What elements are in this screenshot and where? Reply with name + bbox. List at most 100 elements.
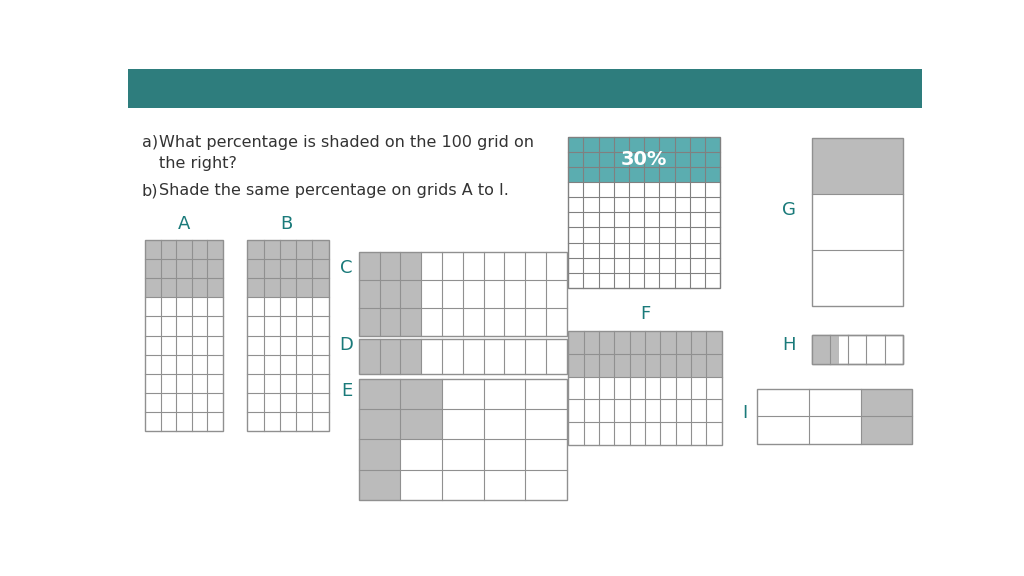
Bar <box>248 240 329 431</box>
Bar <box>812 138 903 194</box>
Bar <box>690 167 705 182</box>
Bar <box>312 259 329 278</box>
Bar <box>191 240 207 259</box>
Bar <box>568 137 720 288</box>
Bar <box>629 152 644 167</box>
Text: a): a) <box>142 135 158 150</box>
Text: A: A <box>177 215 190 233</box>
Bar <box>400 409 442 439</box>
Bar <box>400 252 421 280</box>
Bar <box>176 259 191 278</box>
Bar <box>207 259 222 278</box>
Bar <box>312 240 329 259</box>
Bar <box>400 280 421 308</box>
Bar <box>359 308 380 336</box>
Bar <box>812 335 829 364</box>
Text: D: D <box>340 336 353 354</box>
Text: What percentage is shaded on the 100 grid on
the right?: What percentage is shaded on the 100 gri… <box>159 135 534 170</box>
Bar <box>584 152 599 167</box>
Bar <box>629 167 644 182</box>
Bar <box>630 354 645 377</box>
Bar <box>191 259 207 278</box>
Bar <box>380 308 400 336</box>
Bar <box>280 240 296 259</box>
Bar <box>630 331 645 354</box>
Bar <box>599 331 614 354</box>
Text: C: C <box>340 259 353 277</box>
Bar <box>660 354 676 377</box>
Text: Shade the same percentage on grids A to I.: Shade the same percentage on grids A to … <box>159 183 509 198</box>
Bar <box>207 240 222 259</box>
Bar <box>645 354 660 377</box>
Bar <box>568 167 584 182</box>
Bar <box>296 278 312 297</box>
Bar <box>359 378 566 501</box>
Bar <box>676 331 691 354</box>
Text: B: B <box>280 215 292 233</box>
Bar <box>161 278 176 297</box>
Bar <box>312 278 329 297</box>
Bar <box>191 278 207 297</box>
Bar <box>644 167 659 182</box>
Bar <box>400 378 442 409</box>
Bar <box>584 354 599 377</box>
Bar <box>248 259 263 278</box>
Bar <box>359 339 566 374</box>
Bar <box>584 167 599 182</box>
Bar <box>860 389 912 416</box>
Bar <box>359 280 380 308</box>
Bar <box>829 335 839 364</box>
Bar <box>359 339 380 374</box>
Bar <box>758 389 912 444</box>
Bar <box>644 137 659 152</box>
Bar <box>676 354 691 377</box>
Bar <box>829 335 848 364</box>
Bar <box>400 339 421 374</box>
Bar <box>675 167 690 182</box>
Text: b): b) <box>142 183 159 198</box>
Bar <box>659 152 675 167</box>
Bar <box>659 167 675 182</box>
Bar <box>145 259 161 278</box>
Bar <box>263 240 280 259</box>
Bar <box>176 278 191 297</box>
Bar <box>660 331 676 354</box>
Bar <box>599 354 614 377</box>
Bar <box>359 409 400 439</box>
Bar <box>280 259 296 278</box>
Bar <box>613 167 629 182</box>
Bar <box>380 252 400 280</box>
Text: 30%: 30% <box>621 150 668 169</box>
Text: Checkpoint 6: Grids (more possible solutions): Checkpoint 6: Grids (more possible solut… <box>142 78 681 98</box>
Text: F: F <box>641 305 651 323</box>
Bar <box>812 335 903 364</box>
Bar <box>599 167 613 182</box>
Text: H: H <box>782 336 796 354</box>
Bar <box>812 335 903 364</box>
Bar <box>812 335 829 364</box>
Bar <box>568 152 584 167</box>
Text: G: G <box>782 201 796 219</box>
Bar <box>161 240 176 259</box>
Bar <box>705 152 720 167</box>
Bar <box>176 240 191 259</box>
Bar <box>248 240 263 259</box>
Bar <box>812 335 903 364</box>
Bar <box>568 137 584 152</box>
Bar <box>359 252 380 280</box>
Bar <box>675 137 690 152</box>
Bar <box>263 259 280 278</box>
Bar <box>691 331 707 354</box>
Bar <box>705 137 720 152</box>
Bar <box>359 439 400 470</box>
Bar <box>644 152 659 167</box>
Bar <box>707 354 722 377</box>
Bar <box>614 354 630 377</box>
Text: E: E <box>341 382 352 400</box>
Bar <box>280 278 296 297</box>
Bar <box>690 137 705 152</box>
Bar <box>380 280 400 308</box>
Bar <box>860 416 912 444</box>
Bar <box>707 331 722 354</box>
Bar <box>568 331 722 445</box>
